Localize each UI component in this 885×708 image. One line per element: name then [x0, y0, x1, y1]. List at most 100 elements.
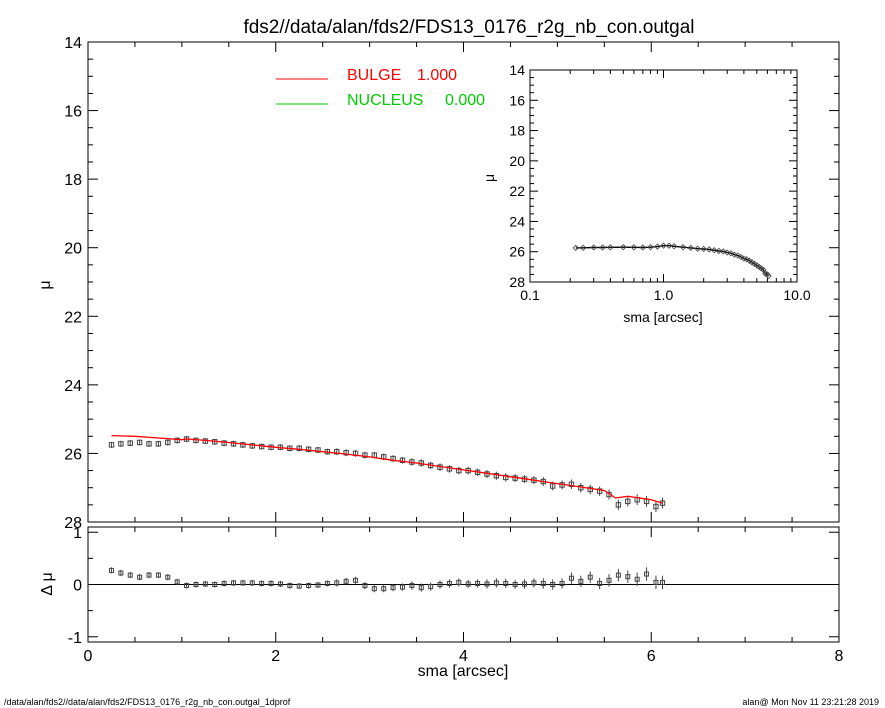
legend-bulge-value: 1.000 — [417, 67, 457, 84]
residual-point — [212, 582, 218, 587]
inset-panel: 14 16 18 20 22 24 26 280.1 1.0 10.0 μ sma [arcsec… — [481, 62, 811, 325]
residual-point — [371, 586, 377, 592]
residual-point — [277, 581, 283, 587]
residual-point — [428, 584, 434, 590]
residual-point — [475, 580, 481, 586]
inset-data-point — [720, 248, 727, 255]
residual-point — [306, 583, 312, 589]
residual-point — [550, 582, 556, 587]
residual-point — [202, 581, 208, 587]
inset-data-point — [737, 253, 745, 261]
legend-nucleus-name: NUCLEUS — [347, 92, 423, 109]
inset-data-point — [654, 243, 661, 250]
footer-user-timestamp: alan@ Mon Nov 11 23:21:28 2019 — [742, 697, 879, 707]
residual-point — [399, 584, 405, 590]
inset-data-point — [760, 266, 767, 274]
main-data-point — [240, 442, 246, 448]
main-data-point — [146, 441, 152, 447]
inset-data-point — [630, 244, 638, 251]
main-data-point — [596, 488, 603, 494]
main-data-point — [659, 500, 666, 506]
main-panel: 14 16 18 20 22 24 26 28 μ BULGE 1.000 NUCLEUS 0… — [37, 35, 840, 532]
inset-data-point — [590, 244, 597, 251]
main-data-point — [315, 447, 321, 453]
residual-point — [660, 579, 666, 585]
main-data-point — [503, 474, 509, 481]
residual-x-tick-label: 0 — [84, 648, 93, 665]
inset-data-point — [727, 250, 735, 257]
residual-point — [540, 580, 546, 586]
inset-data-point — [762, 270, 769, 277]
residual-point — [174, 579, 180, 585]
residual-point — [409, 583, 415, 589]
residual-point — [653, 579, 659, 585]
residual-point — [268, 580, 274, 586]
inset-data-point — [743, 256, 750, 263]
residual-point — [522, 581, 528, 587]
residual-point — [531, 580, 537, 586]
residual-point — [155, 572, 161, 578]
residual-point — [456, 579, 462, 585]
residual-x-tick-label: 4 — [459, 648, 468, 665]
inset-data-point — [715, 247, 723, 255]
main-y-axis-label: μ — [37, 280, 54, 289]
residual-point — [127, 572, 133, 578]
main-data-point — [456, 467, 462, 474]
inset-data-point — [599, 244, 606, 251]
residual-point — [146, 572, 152, 578]
inset-y-tick-label: 16 — [509, 92, 525, 108]
main-data-point — [221, 440, 227, 446]
inset-data-marks — [572, 242, 772, 280]
residual-point — [644, 571, 650, 577]
main-y-tick-label: 26 — [64, 446, 82, 463]
residual-point — [446, 580, 452, 586]
inset-data-point — [724, 249, 731, 256]
main-data-point — [446, 466, 453, 472]
residual-x-tick-label: 2 — [271, 648, 280, 665]
legend-nucleus-value: 0.000 — [445, 92, 485, 109]
inset-data-point — [660, 242, 667, 249]
main-data-point — [587, 486, 593, 493]
residual-x-tick-label: 6 — [647, 648, 656, 665]
residual-point — [231, 580, 237, 586]
residual-point — [625, 574, 631, 580]
residual-point — [193, 582, 199, 587]
residual-point — [165, 574, 171, 580]
inset-data-point — [679, 244, 687, 251]
main-data-point — [136, 439, 143, 446]
inset-data-point — [665, 242, 673, 249]
main-y-tick-label: 28 — [64, 515, 82, 532]
residual-point — [240, 580, 246, 586]
main-data-point — [549, 483, 556, 489]
main-data-point — [108, 442, 115, 448]
residual-point — [184, 583, 190, 589]
residual-point — [353, 577, 359, 583]
inset-x-tick-label: 10.0 — [783, 287, 810, 303]
main-data-point — [296, 445, 302, 451]
residual-y-axis-label: Δ μ — [39, 572, 56, 595]
main-data-point — [399, 457, 406, 463]
residual-point — [503, 580, 509, 586]
inset-y-tick-label: 18 — [509, 123, 525, 139]
inset-data-point — [706, 246, 713, 253]
inset-data-point — [711, 247, 718, 254]
inset-data-point — [765, 272, 772, 280]
residual-point — [512, 582, 518, 587]
main-data-point — [653, 503, 659, 510]
residual-point — [390, 585, 396, 591]
inset-data-point — [670, 243, 678, 250]
residual-point — [606, 577, 612, 583]
residual-point — [587, 574, 593, 580]
inset-x-tick-label: 0.1 — [520, 287, 540, 303]
inset-y-tick-label: 20 — [509, 153, 525, 169]
residual-point — [381, 586, 387, 592]
residual-point — [259, 580, 265, 586]
legend-bulge-name: BULGE — [347, 67, 401, 84]
residual-point — [334, 580, 340, 586]
residual-point — [362, 583, 368, 589]
inset-data-point — [607, 244, 614, 251]
inset-data-point — [694, 245, 701, 252]
residual-point — [634, 576, 640, 582]
